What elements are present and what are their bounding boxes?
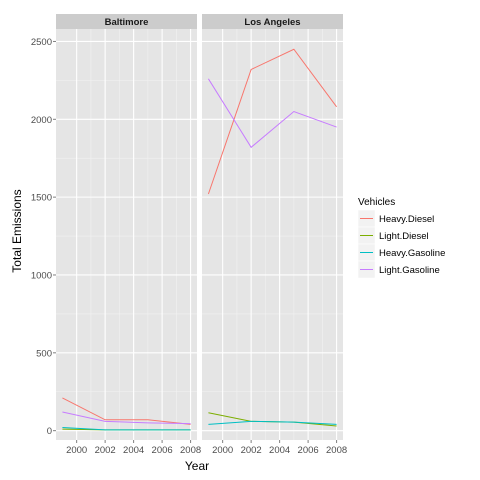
- x-tick-label: 2002: [95, 445, 116, 456]
- legend-label: Heavy.Diesel: [379, 214, 434, 225]
- y-tick-label: 2500: [31, 37, 52, 48]
- legend-item-heavy-gasoline: Heavy.Gasoline: [357, 243, 445, 262]
- panel-los-angeles: Los Angeles 2000 2002 2004 2006 2008: [202, 14, 347, 456]
- panel-background: [202, 29, 343, 440]
- legend-label: Light.Diesel: [379, 231, 429, 242]
- x-tick-label: 2006: [152, 445, 173, 456]
- y-tick-label: 1000: [31, 270, 52, 281]
- legend-item-heavy-diesel: Heavy.Diesel: [357, 209, 434, 228]
- legend-label: Light.Gasoline: [379, 265, 440, 276]
- legend-title: Vehicles: [358, 197, 395, 208]
- facet-strip: [56, 14, 197, 29]
- y-tick-label: 2000: [31, 115, 52, 126]
- series-line-heavy-diesel: [62, 397, 191, 425]
- x-tick-label: 2004: [269, 445, 290, 456]
- panel-baltimore: Baltimore 2000 2002 2004 2006 2008: [56, 14, 201, 456]
- y-tick-label: 500: [36, 348, 52, 359]
- facet-panels: 0 500 1000 1500 2000 2500 Baltimore 2000 2002 200…: [31, 14, 347, 456]
- panel-background: [56, 29, 197, 440]
- x-tick-label: 2004: [123, 445, 144, 456]
- y-axis-title: Total Emissions: [10, 189, 24, 272]
- x-tick-label: 2006: [298, 445, 319, 456]
- facet-strip-label: Baltimore: [105, 17, 149, 28]
- legend-item-light-gasoline: Light.Gasoline: [357, 260, 440, 279]
- series-line-heavy-gasoline: [208, 420, 337, 425]
- series-line-light-gasoline: [207, 78, 337, 149]
- series-line-light-gasoline: [62, 411, 191, 425]
- series-line-heavy-diesel: [207, 48, 337, 195]
- legend-entries: Heavy.Diesel Light.Diesel Heavy.Gasoline Li…: [357, 209, 445, 279]
- x-tick-label: 2000: [66, 445, 87, 456]
- legend: Vehicles Heavy.Diesel Light.Diesel Heavy.G…: [357, 197, 445, 279]
- y-tick-label: 1500: [31, 193, 52, 204]
- facet-strip: [202, 14, 343, 29]
- legend-label: Heavy.Gasoline: [379, 248, 445, 259]
- x-tick-label: 2008: [326, 445, 347, 456]
- x-tick-label: 2008: [180, 445, 201, 456]
- series-line-heavy-gasoline: [62, 427, 191, 431]
- x-axis-title: Year: [185, 459, 209, 473]
- facet-strip-label: Los Angeles: [244, 17, 300, 28]
- x-tick-label: 2002: [241, 445, 262, 456]
- x-tick-label: 2000: [212, 445, 233, 456]
- y-tick-label: 0: [47, 426, 52, 437]
- legend-item-light-diesel: Light.Diesel: [357, 226, 429, 245]
